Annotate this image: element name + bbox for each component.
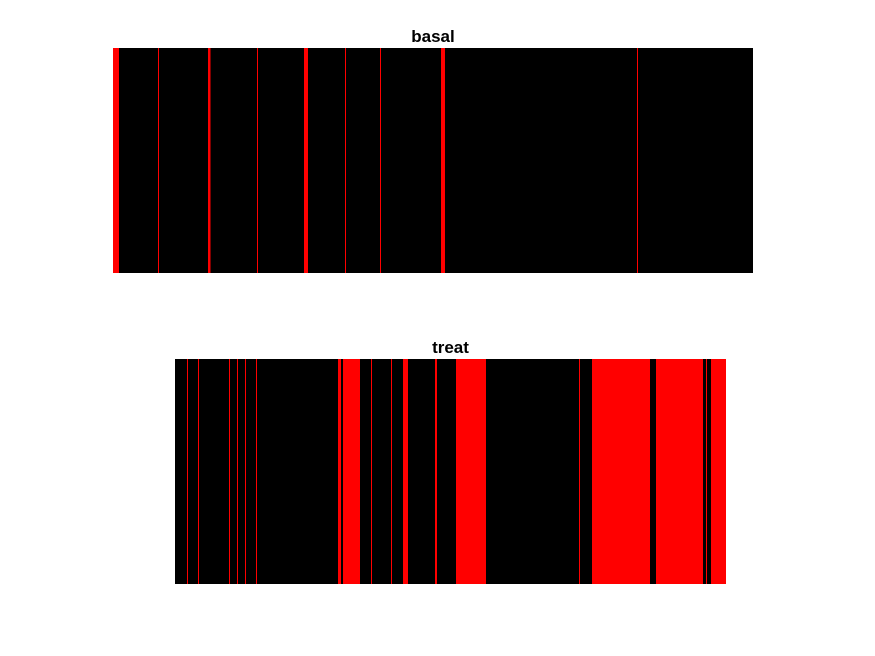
treat-raster-panel: treat [175,338,726,584]
treat-event-bar-7 [338,359,341,584]
treat-event-bar-8 [343,359,360,584]
treat-event-bar-5 [245,359,246,584]
treat-event-bar-4 [237,359,238,584]
basal-event-bar-5 [304,48,308,273]
basal-raster-panel: basal [113,27,753,273]
treat-event-bar-13 [456,359,486,584]
basal-event-bar-7 [380,48,381,273]
treat-event-bar-1 [187,359,188,584]
treat-event-bar-15 [592,359,650,584]
basal-event-bar-2 [158,48,159,273]
basal-event-bar-6 [345,48,346,273]
treat-events [187,359,726,584]
treat-event-bar-18 [711,359,726,584]
basal-title: basal [411,27,454,46]
treat-event-bar-17 [706,359,707,584]
treat-event-bar-10 [391,359,392,584]
treat-event-bar-9 [371,359,372,584]
treat-event-bar-6 [256,359,257,584]
treat-event-bar-3 [229,359,230,584]
basal-events [113,48,638,273]
basal-event-bar-4 [257,48,258,273]
basal-event-bar-9 [637,48,638,273]
treat-event-bar-14 [579,359,580,584]
treat-event-bar-11 [403,359,408,584]
treat-event-bar-12 [435,359,437,584]
treat-event-bar-16 [656,359,703,584]
basal-event-bar-8 [441,48,445,273]
basal-raster-background [113,48,753,273]
treat-event-bar-2 [198,359,199,584]
basal-event-bar-1 [113,48,119,273]
basal-event-bar-3 [208,48,211,273]
treat-title: treat [432,338,469,357]
